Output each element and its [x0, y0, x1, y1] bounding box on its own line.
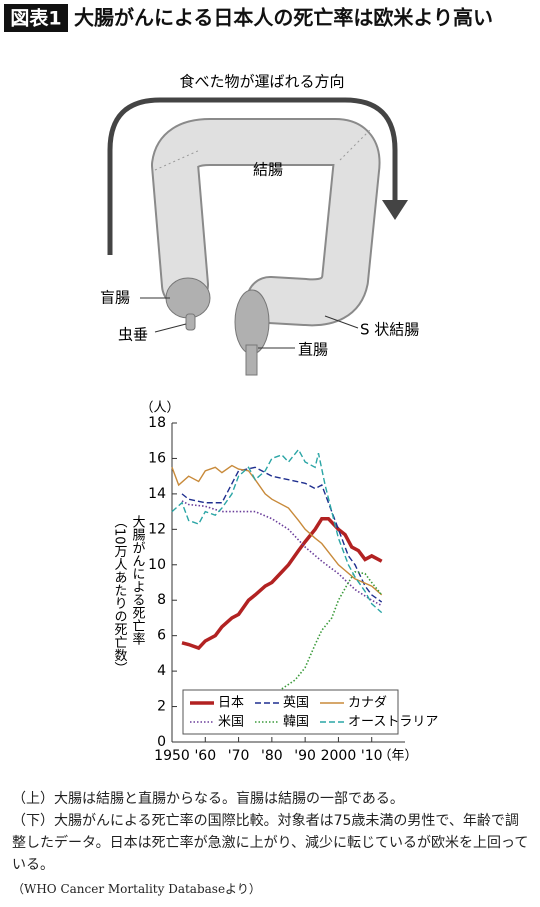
y-label-note: （10万人あたりの死亡数） [112, 515, 128, 675]
figure: 図表1 大腸がんによる日本人の死亡率は欧米より高い 食べた物が運ばれる方向 結腸… [4, 4, 493, 764]
y-unit: （人） [140, 401, 179, 416]
x-tick-label: '70 [228, 748, 250, 764]
y-tick-label: 6 [157, 628, 166, 644]
series-line [181, 500, 383, 607]
y-tick-label: 0 [157, 734, 166, 750]
arrow-head [382, 200, 408, 220]
x-tick-label: '90 [294, 748, 316, 764]
title: 大腸がんによる日本人の死亡率は欧米より高い [74, 6, 493, 30]
x-tick-label: '60 [194, 748, 216, 764]
y-tick-label: 4 [157, 663, 166, 679]
cecum [165, 277, 211, 319]
y-tick-label: 16 [148, 450, 166, 466]
y-tick-label: 14 [148, 486, 166, 502]
x-tick-label: 2000 [321, 748, 357, 764]
legend-label: 英国 [283, 696, 309, 711]
y-tick-label: 12 [148, 521, 166, 537]
colon [153, 120, 379, 325]
appendix [185, 313, 196, 331]
y-tick-label: 8 [157, 592, 166, 608]
y-tick-label: 18 [148, 415, 166, 431]
colon-diagram: 食べた物が運ばれる方向 結腸 盲腸 虫垂 直腸 S 状結腸 [100, 73, 419, 376]
appendix-label: 虫垂 [118, 326, 148, 344]
x-tick-label: '10 [361, 748, 383, 764]
y-tick-label: 2 [157, 699, 166, 715]
legend-label: オーストラリア [348, 715, 438, 730]
segment-divider [154, 129, 371, 171]
sigmoid-label: S 状結腸 [360, 321, 419, 339]
x-tick-label: '80 [261, 748, 283, 764]
source: （WHO Cancer Mortality Databaseより） [12, 882, 261, 896]
badge: 図表1 [10, 7, 61, 30]
rectum-end [245, 344, 258, 376]
caption: （上）大腸は結腸と直腸からなる。盲腸は結腸の一部である。 [12, 791, 404, 807]
legend-label: カナダ [348, 696, 387, 711]
series-line [181, 516, 383, 651]
leader [154, 323, 187, 333]
leader [324, 315, 359, 329]
legend-label: 米国 [218, 715, 244, 730]
series-line [181, 466, 383, 603]
cecum-label: 盲腸 [100, 289, 130, 307]
x-unit: （年） [378, 749, 417, 764]
y-label: 大腸がんによる死亡率 [130, 515, 146, 645]
direction-arrow [107, 97, 398, 255]
y-tick-label: 10 [148, 557, 166, 573]
legend-box [182, 689, 399, 735]
colon-label: 結腸 [253, 161, 283, 179]
rectum-label: 直腸 [298, 341, 328, 359]
badge-bg [4, 4, 68, 32]
rectum [234, 289, 270, 355]
caption: （下）大腸がんによる死亡率の国際比較。対象者は75歳未満の男性で、年齢で調整した… [12, 813, 529, 873]
direction-label: 食べた物が運ばれる方向 [179, 73, 344, 91]
series-line [281, 570, 383, 690]
legend-label: 韓国 [283, 715, 309, 730]
legend-label: 日本 [218, 696, 244, 711]
x-tick-label: 1950 [154, 748, 190, 764]
series-line [171, 464, 383, 596]
